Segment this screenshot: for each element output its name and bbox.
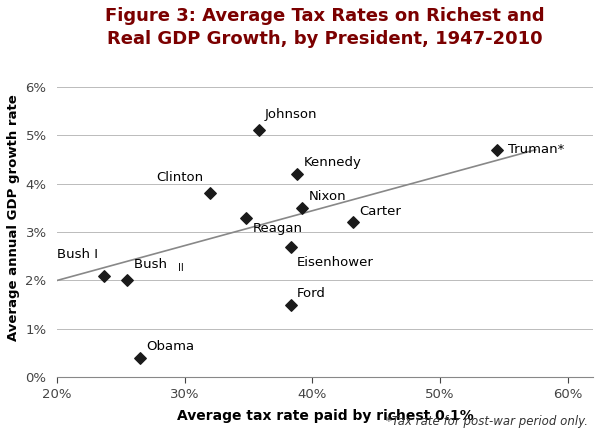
Point <box>286 243 295 250</box>
Point <box>100 272 109 279</box>
Point <box>122 277 132 284</box>
Y-axis label: Average annual GDP growth rate: Average annual GDP growth rate <box>7 94 20 341</box>
Text: Kennedy: Kennedy <box>304 156 361 169</box>
Text: Truman*: Truman* <box>508 143 564 156</box>
Point <box>205 190 215 197</box>
Point <box>135 354 145 361</box>
Text: Obama: Obama <box>146 340 194 353</box>
Point <box>292 171 302 178</box>
Point <box>493 146 502 153</box>
Point <box>297 204 307 211</box>
Point <box>349 219 358 226</box>
Text: II: II <box>178 263 184 273</box>
Point <box>286 301 295 308</box>
Text: Eisenhower: Eisenhower <box>297 256 374 269</box>
Point <box>241 214 251 221</box>
Text: Nixon: Nixon <box>308 190 346 203</box>
Point <box>254 127 263 134</box>
Text: Ford: Ford <box>297 287 326 300</box>
Text: Reagan: Reagan <box>253 222 302 235</box>
Title: Figure 3: Average Tax Rates on Richest and
Real GDP Growth, by President, 1947-2: Figure 3: Average Tax Rates on Richest a… <box>105 7 545 48</box>
X-axis label: Average tax rate paid by richest 0.1%: Average tax rate paid by richest 0.1% <box>176 409 473 423</box>
Text: Johnson: Johnson <box>265 108 317 121</box>
Text: Clinton: Clinton <box>157 171 204 184</box>
Text: Bush: Bush <box>134 258 171 271</box>
Text: *Tax rate for post-war period only.: *Tax rate for post-war period only. <box>386 415 588 428</box>
Text: Carter: Carter <box>359 205 401 218</box>
Text: Bush I: Bush I <box>57 248 98 261</box>
